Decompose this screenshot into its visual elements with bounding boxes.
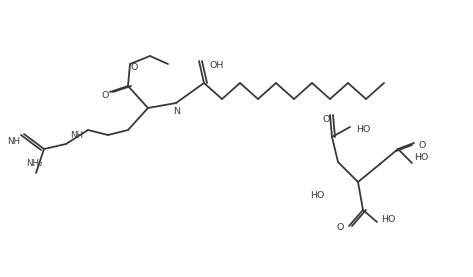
Text: HO: HO: [310, 191, 324, 199]
Text: O: O: [101, 91, 109, 101]
Text: NH₂: NH₂: [26, 160, 42, 168]
Text: NH: NH: [70, 132, 83, 140]
Text: O: O: [131, 63, 138, 73]
Text: O: O: [418, 142, 425, 150]
Text: N: N: [174, 107, 181, 117]
Text: NH: NH: [7, 137, 20, 145]
Text: HO: HO: [414, 153, 429, 163]
Text: HO: HO: [356, 125, 370, 135]
Text: OH: OH: [209, 61, 223, 71]
Text: HO: HO: [381, 216, 395, 224]
Text: O: O: [337, 224, 344, 232]
Text: O: O: [322, 114, 330, 124]
